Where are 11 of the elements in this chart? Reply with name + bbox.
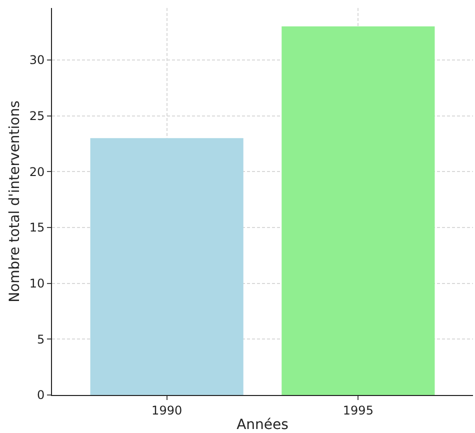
y-tick-label: 20 [29,164,45,179]
y-tick-label: 0 [36,388,45,402]
y-tick-label: 15 [29,220,45,235]
x-tick-label: 1995 [342,403,374,418]
y-tick-label: 25 [29,108,45,123]
x-tick-label: 1990 [152,403,182,418]
y-tick-label: 30 [29,53,45,68]
x-axis-title: Années [236,417,288,433]
y-tick-label: 5 [36,332,45,346]
y-axis-title: Nombre total d'interventions [6,100,23,302]
y-tick-label: 10 [29,276,45,291]
